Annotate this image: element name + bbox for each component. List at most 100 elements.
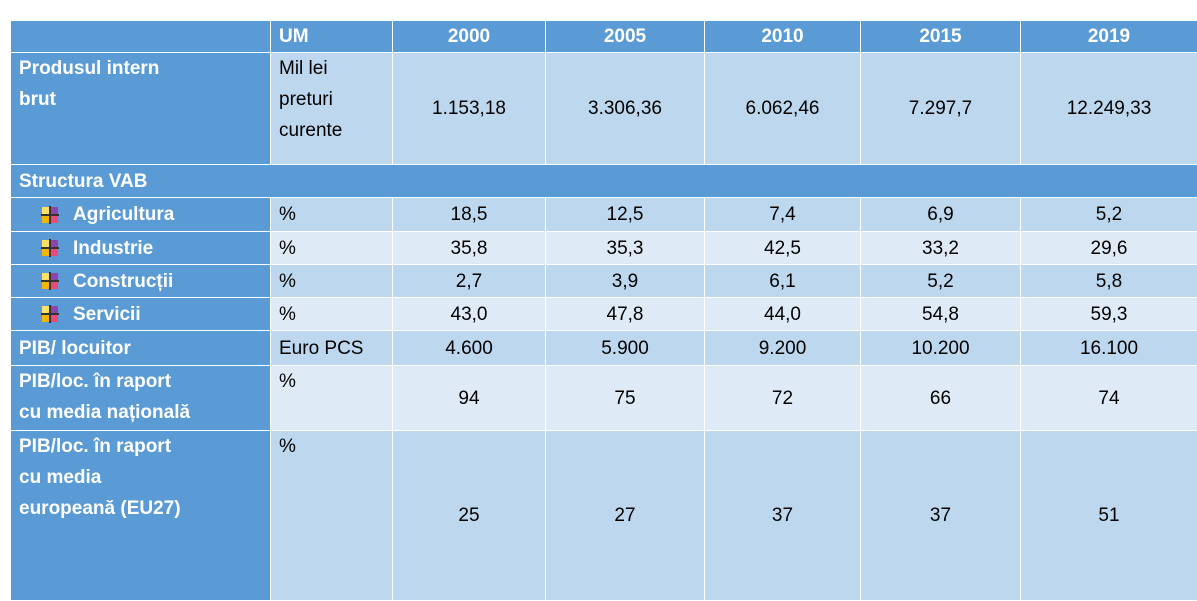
- value-cell: 47,8: [546, 298, 705, 331]
- section-cell: Structura VAB: [11, 165, 1197, 198]
- value-cell: 72: [705, 366, 861, 431]
- row-label: Construcții: [11, 265, 271, 298]
- value-cell: 9.200: [705, 331, 861, 366]
- value-cell: 33,2: [861, 232, 1021, 265]
- cell-text: Euro PCS: [279, 338, 363, 359]
- cell-text: Construcții: [73, 271, 173, 292]
- value-cell: 54,8: [861, 298, 1021, 331]
- value-cell: 18,5: [393, 198, 546, 232]
- header-text: 2005: [604, 26, 646, 47]
- value-cell: 4.600: [393, 331, 546, 366]
- header-text: 2015: [919, 26, 961, 47]
- header-cell: 2000: [393, 21, 546, 53]
- value-cell: 2,7: [393, 265, 546, 298]
- cell-text: curente: [279, 120, 342, 141]
- bullet-icon: [41, 206, 59, 224]
- bullet-icon: [41, 305, 59, 323]
- header-text: 2010: [761, 26, 803, 47]
- row-label: Industrie: [11, 232, 271, 265]
- value-cell: 6.062,46: [705, 53, 861, 165]
- value-cell: 59,3: [1021, 298, 1197, 331]
- value-cell: 5.900: [546, 331, 705, 366]
- value-cell: 74: [1021, 366, 1197, 431]
- cell-text: cu media națională: [19, 402, 190, 423]
- table-row: PIB/loc. în raport cu media europeană (EU2…: [11, 431, 1197, 601]
- value-cell: 5,2: [1021, 198, 1197, 232]
- cell-text: preturi: [279, 89, 333, 110]
- value-cell: 3.306,36: [546, 53, 705, 165]
- cell-text: Mil lei: [279, 58, 328, 79]
- header-cell: 2019: [1021, 21, 1197, 53]
- value-cell: 27: [546, 431, 705, 601]
- unit-cell: %: [271, 232, 393, 265]
- value-cell: 16.100: [1021, 331, 1197, 366]
- unit-cell: %: [271, 298, 393, 331]
- cell-text: %: [279, 204, 296, 225]
- header-cell: UM: [271, 21, 393, 53]
- cell-text: Agricultura: [73, 204, 174, 225]
- value-cell: 44,0: [705, 298, 861, 331]
- value-cell: 42,5: [705, 232, 861, 265]
- value-cell: 35,3: [546, 232, 705, 265]
- cell-text: %: [279, 238, 296, 259]
- cell-text: PIB/loc. în raport: [19, 436, 171, 457]
- unit-cell: %: [271, 431, 393, 601]
- value-cell: 12.249,33: [1021, 53, 1197, 165]
- cell-text: %: [279, 271, 296, 292]
- value-cell: 10.200: [861, 331, 1021, 366]
- cell-text: Structura VAB: [19, 171, 147, 192]
- unit-cell: %: [271, 366, 393, 431]
- cell-text: cu media: [19, 467, 101, 488]
- value-cell: 43,0: [393, 298, 546, 331]
- row-label: PIB/loc. în raport cu media europeană (EU2…: [11, 431, 271, 601]
- header-cell: 2010: [705, 21, 861, 53]
- value-cell: 5,8: [1021, 265, 1197, 298]
- value-cell: 5,2: [861, 265, 1021, 298]
- row-label: PIB/ locuitor: [11, 331, 271, 366]
- cell-text: %: [279, 371, 296, 392]
- value-cell: 12,5: [546, 198, 705, 232]
- value-cell: 1.153,18: [393, 53, 546, 165]
- header-cell: 2005: [546, 21, 705, 53]
- cell-text: Servicii: [73, 304, 141, 325]
- header-text: UM: [279, 26, 309, 47]
- cell-text: %: [279, 304, 296, 325]
- cell-text: %: [279, 436, 296, 457]
- value-cell: 29,6: [1021, 232, 1197, 265]
- unit-cell: Euro PCS: [271, 331, 393, 366]
- value-cell: 3,9: [546, 265, 705, 298]
- header-text: 2019: [1088, 26, 1130, 47]
- value-cell: 7,4: [705, 198, 861, 232]
- value-cell: 37: [705, 431, 861, 601]
- unit-cell: %: [271, 265, 393, 298]
- header-text: 2000: [448, 26, 490, 47]
- value-cell: 37: [861, 431, 1021, 601]
- header-cell: 2015: [861, 21, 1021, 53]
- value-cell: 66: [861, 366, 1021, 431]
- table-row: Structura VAB: [11, 165, 1197, 198]
- bullet-icon: [41, 239, 59, 257]
- cell-text: Industrie: [73, 238, 153, 259]
- cell-text: Produsul intern: [19, 58, 159, 79]
- value-cell: 75: [546, 366, 705, 431]
- value-cell: 35,8: [393, 232, 546, 265]
- bullet-icon: [41, 272, 59, 290]
- value-cell: 7.297,7: [861, 53, 1021, 165]
- cell-text: europeană (EU27): [19, 498, 181, 519]
- row-label: Agricultura: [11, 198, 271, 232]
- value-cell: 94: [393, 366, 546, 431]
- header-cell: [11, 21, 271, 53]
- cell-text: PIB/ locuitor: [19, 338, 131, 359]
- value-cell: 25: [393, 431, 546, 601]
- unit-cell: Mil lei preturi curente: [271, 53, 393, 165]
